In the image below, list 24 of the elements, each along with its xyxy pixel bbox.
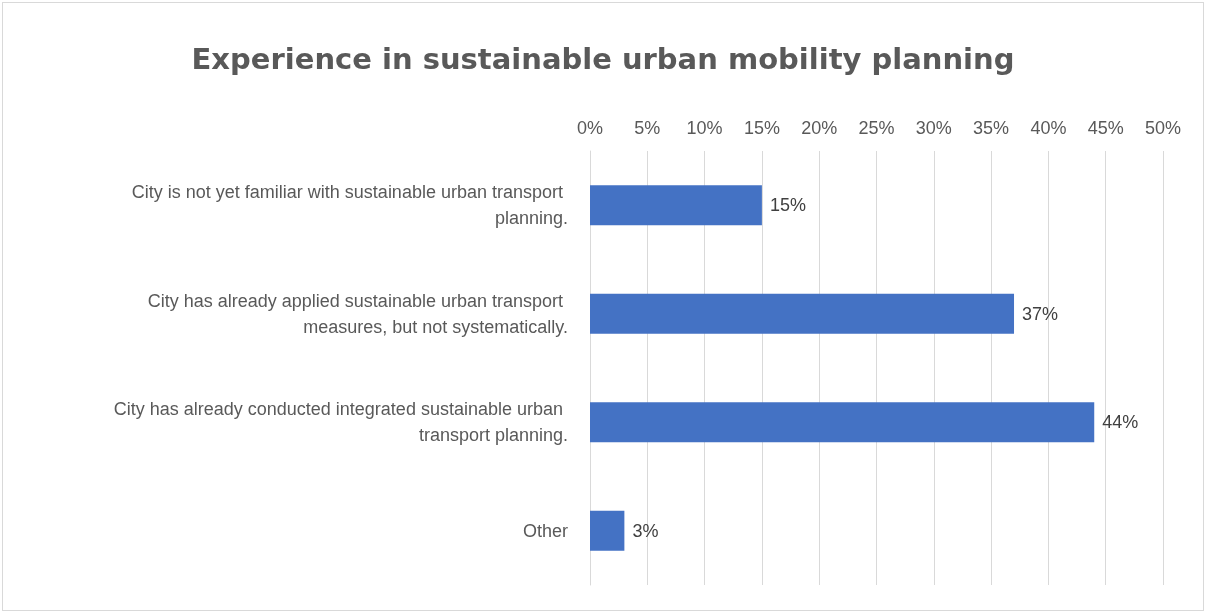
y-tick-label: Other: [522, 520, 568, 541]
x-tick-label: 30%: [915, 118, 952, 138]
x-tick-label: 5%: [634, 118, 661, 138]
bar: [590, 293, 1015, 334]
x-tick-label: 20%: [801, 118, 838, 138]
y-tick-label: City has already conducted integrated sustainable urban transport planning.: [113, 399, 568, 446]
data-label: 15%: [769, 195, 806, 216]
data-label: 44%: [1102, 412, 1139, 433]
chart-title: Experience in sustainable urban mobility planning: [191, 41, 1015, 76]
x-tick-label: 40%: [1030, 118, 1067, 138]
x-tick-label: 15%: [743, 118, 780, 138]
bar: [590, 510, 625, 551]
x-tick-label: 25%: [858, 118, 895, 138]
x-tick-label: 10%: [686, 118, 723, 138]
x-tick-label: 45%: [1087, 118, 1124, 138]
data-label: 3%: [632, 520, 659, 541]
bar: [590, 185, 762, 226]
y-tick-label: City has already applied sustainable urban transport measures, but not systematically.: [147, 290, 568, 337]
x-tick-label: 35%: [973, 118, 1010, 138]
x-tick-label: 50%: [1144, 118, 1182, 138]
data-label: 37%: [1022, 303, 1059, 324]
bar: [590, 402, 1095, 443]
y-tick-label: City is not yet familiar with sustainable urban transport planning.: [131, 182, 568, 229]
x-tick-label: 0%: [576, 118, 604, 138]
